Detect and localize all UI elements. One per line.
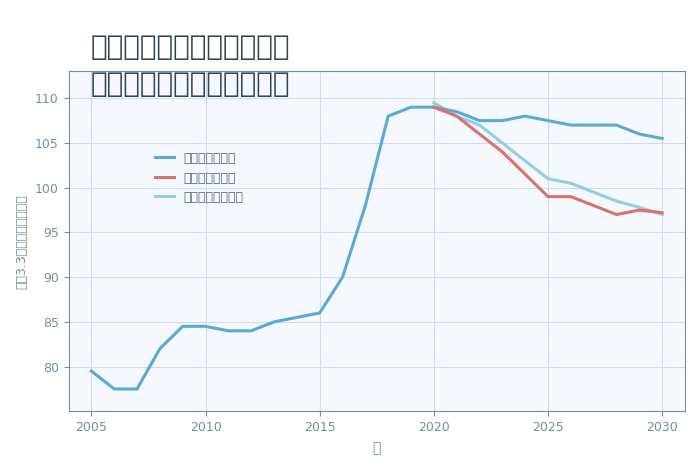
バッドシナリオ — [635, 207, 643, 213]
バッドシナリオ — [521, 172, 529, 177]
グッドシナリオ — [589, 122, 598, 128]
グッドシナリオ — [566, 122, 575, 128]
ノーマルシナリオ — [635, 204, 643, 210]
グッドシナリオ — [498, 118, 507, 124]
X-axis label: 年: 年 — [372, 441, 381, 455]
グッドシナリオ — [384, 113, 393, 119]
グッドシナリオ — [316, 310, 324, 316]
グッドシナリオ — [155, 346, 164, 352]
ノーマルシナリオ — [452, 113, 461, 119]
バッドシナリオ — [430, 104, 438, 110]
グッドシナリオ — [178, 323, 187, 329]
Legend: グッドシナリオ, バッドシナリオ, ノーマルシナリオ: グッドシナリオ, バッドシナリオ, ノーマルシナリオ — [155, 152, 244, 204]
ノーマルシナリオ — [589, 189, 598, 195]
バッドシナリオ — [589, 203, 598, 208]
グッドシナリオ — [544, 118, 552, 124]
Line: バッドシナリオ: バッドシナリオ — [434, 107, 662, 214]
ノーマルシナリオ — [521, 158, 529, 164]
ノーマルシナリオ — [498, 140, 507, 146]
グッドシナリオ — [521, 113, 529, 119]
グッドシナリオ — [635, 131, 643, 137]
バッドシナリオ — [658, 210, 666, 216]
バッドシナリオ — [475, 131, 484, 137]
バッドシナリオ — [498, 149, 507, 155]
Text: 兵庫県姫路市香寺町久畑の
中古マンションの価格推移: 兵庫県姫路市香寺町久畑の 中古マンションの価格推移 — [91, 33, 290, 98]
グッドシナリオ — [452, 109, 461, 115]
ノーマルシナリオ — [612, 198, 621, 204]
グッドシナリオ — [270, 319, 278, 325]
グッドシナリオ — [658, 136, 666, 141]
グッドシナリオ — [338, 274, 346, 280]
グッドシナリオ — [224, 328, 232, 334]
ノーマルシナリオ — [658, 212, 666, 217]
グッドシナリオ — [202, 323, 210, 329]
グッドシナリオ — [407, 104, 415, 110]
ノーマルシナリオ — [544, 176, 552, 181]
バッドシナリオ — [612, 212, 621, 217]
グッドシナリオ — [293, 314, 301, 320]
ノーマルシナリオ — [430, 100, 438, 106]
バッドシナリオ — [566, 194, 575, 199]
グッドシナリオ — [475, 118, 484, 124]
Line: ノーマルシナリオ: ノーマルシナリオ — [434, 103, 662, 214]
Line: グッドシナリオ: グッドシナリオ — [92, 107, 662, 389]
グッドシナリオ — [247, 328, 256, 334]
ノーマルシナリオ — [475, 122, 484, 128]
グッドシナリオ — [612, 122, 621, 128]
バッドシナリオ — [452, 113, 461, 119]
グッドシナリオ — [88, 368, 96, 374]
グッドシナリオ — [430, 104, 438, 110]
Y-axis label: 平（3.3㎡）単価（万円）: 平（3.3㎡）単価（万円） — [15, 194, 28, 289]
バッドシナリオ — [544, 194, 552, 199]
グッドシナリオ — [110, 386, 118, 392]
ノーマルシナリオ — [566, 180, 575, 186]
グッドシナリオ — [361, 203, 370, 208]
グッドシナリオ — [133, 386, 141, 392]
